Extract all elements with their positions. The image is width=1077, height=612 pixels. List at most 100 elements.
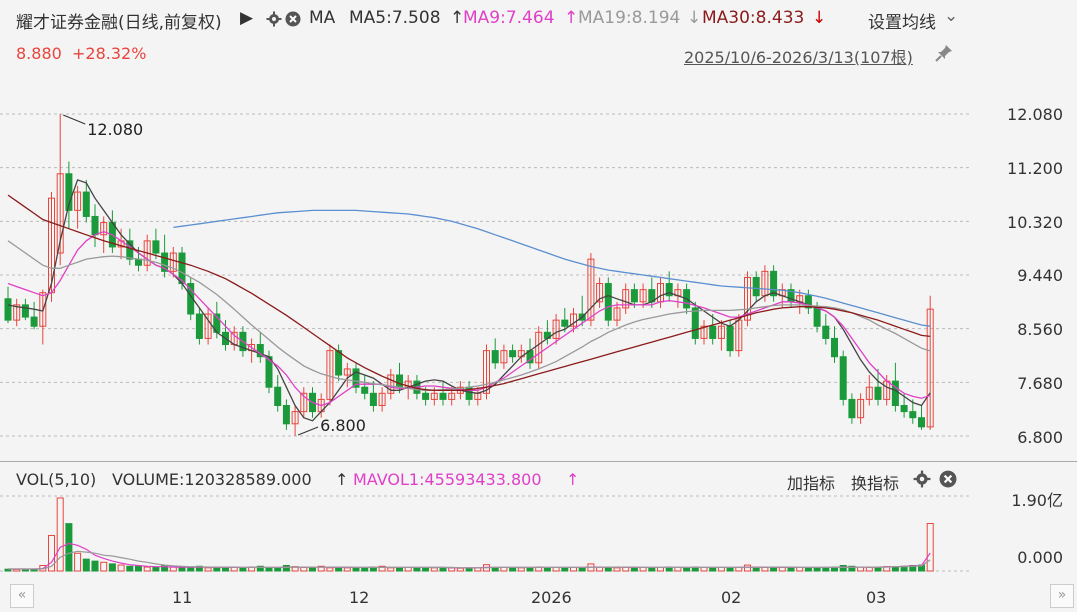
ma-label: MA [309, 8, 336, 28]
ma5-arrow: ↑ [450, 8, 465, 28]
candle [622, 283, 630, 315]
volume-bar [526, 567, 534, 572]
volume-bar [222, 567, 229, 572]
scroll-left-button[interactable]: « [10, 584, 34, 608]
candle [831, 326, 838, 363]
volume-bar [91, 560, 99, 572]
volume-bar [326, 567, 334, 572]
candle [21, 298, 29, 321]
volume-bar [152, 566, 160, 572]
candle [187, 277, 195, 321]
volume-bar [74, 552, 82, 572]
candle-body [891, 380, 899, 407]
settings-ma-button[interactable]: 设置均线 [868, 13, 936, 33]
candle-body [857, 398, 865, 419]
candle [352, 362, 360, 394]
candle-body [65, 173, 73, 211]
candle-body [509, 350, 517, 358]
volume-bar [361, 567, 369, 572]
stock-title: 耀才证券金融(日线,前复权) [16, 13, 222, 33]
play-icon[interactable]: ▶ [240, 8, 254, 28]
volume-bar [926, 523, 934, 572]
volume-bar [517, 567, 525, 572]
candle-body [39, 292, 47, 327]
candle [39, 289, 47, 345]
candle [343, 362, 351, 388]
candle-body [831, 337, 838, 358]
candle [857, 393, 865, 424]
volume-bar [135, 565, 142, 572]
candle-body [430, 392, 438, 400]
candle-body [152, 240, 160, 254]
volume-bar [839, 564, 847, 572]
volume-bar [422, 567, 430, 572]
candle [717, 320, 725, 351]
chevron-down-icon[interactable]: ⌄ [944, 6, 959, 26]
candle-body [13, 304, 21, 321]
mavol-line-mavol1 [8, 542, 931, 570]
candle [161, 234, 169, 278]
close-icon[interactable] [285, 11, 301, 27]
candle-body [848, 398, 856, 419]
volume-bar [413, 567, 421, 572]
candle [369, 381, 377, 412]
candle [648, 277, 656, 308]
volume-bar [604, 566, 612, 572]
candle [282, 399, 290, 430]
candle-body [613, 307, 621, 321]
candle [378, 387, 386, 412]
ma19-value: MA19:8.194 [578, 8, 681, 28]
x-tick-label: 12 [349, 588, 370, 607]
gear-icon[interactable] [913, 470, 931, 488]
volume-bar [126, 565, 134, 572]
candle [74, 185, 82, 229]
candle [256, 332, 264, 363]
candle [204, 307, 212, 345]
date-range[interactable]: 2025/10/6-2026/3/13(107根) [684, 48, 913, 67]
candle-body [195, 313, 203, 339]
candle [822, 314, 830, 345]
candle-body [282, 405, 290, 425]
candle [639, 283, 647, 308]
candle [613, 301, 621, 327]
mavol-line-mavol2 [8, 550, 931, 570]
candle [630, 283, 638, 308]
candle-body [874, 386, 882, 400]
low-marker-arrow [297, 426, 319, 436]
volume-bar [204, 567, 212, 572]
candle-body [56, 173, 64, 254]
candle-body [900, 405, 908, 413]
candle-body [726, 325, 734, 352]
candle-body [378, 392, 386, 407]
close-icon[interactable] [939, 470, 957, 488]
candle [918, 405, 925, 430]
add-indicator-button[interactable]: 加指标 [787, 474, 836, 493]
volume-bar [865, 566, 873, 572]
candle [752, 271, 760, 302]
candle-body [256, 344, 264, 358]
scroll-right-button[interactable]: » [1050, 584, 1074, 608]
candle-body [300, 392, 308, 413]
y-tick-label: 10.320 [1007, 213, 1063, 232]
volume-chart[interactable] [0, 490, 1077, 580]
volume-bar [21, 569, 29, 572]
candle [517, 344, 525, 363]
switch-indicator-button[interactable]: 换指标 [851, 474, 900, 493]
candle [587, 253, 595, 327]
volume-bar [648, 567, 656, 572]
candle [291, 405, 299, 436]
candle-body [770, 270, 778, 297]
candle [387, 368, 395, 400]
candle [604, 277, 612, 327]
candle [561, 307, 569, 333]
volume-bar [378, 565, 386, 572]
ma9-arrow: ↑ [564, 8, 579, 28]
vol-label: VOL(5,10) [16, 470, 97, 489]
ma19-arrow: ↓ [687, 8, 702, 28]
candlestick-chart[interactable]: 12.080 6.800 [0, 95, 1077, 455]
pin-icon[interactable] [934, 43, 954, 63]
gear-icon[interactable] [266, 11, 282, 27]
candle-body [169, 252, 177, 272]
volume-bar [744, 564, 751, 572]
ma-line-ma30 [7, 194, 931, 391]
